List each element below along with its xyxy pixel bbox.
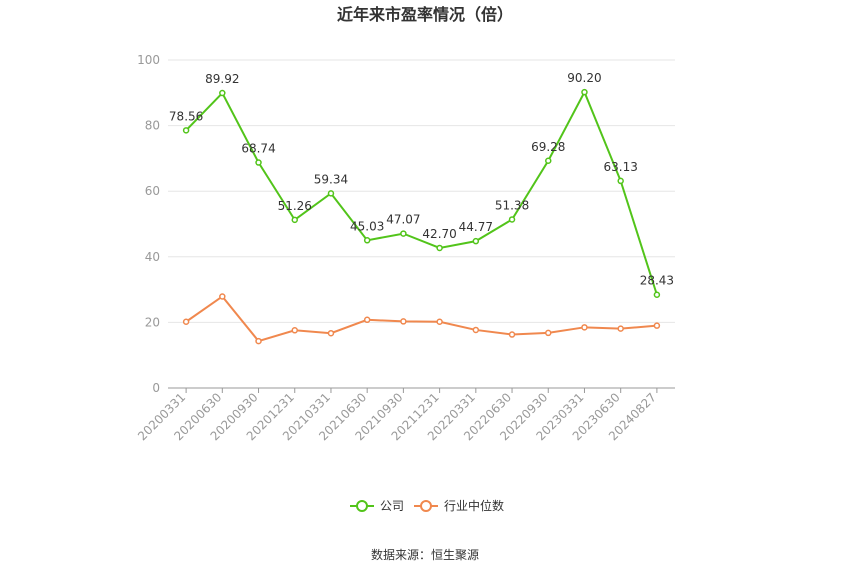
data-point[interactable] — [472, 237, 480, 245]
data-point[interactable] — [182, 127, 190, 134]
data-point[interactable] — [436, 318, 443, 325]
data-point[interactable] — [653, 291, 661, 298]
x-axis-ticks: 2020033120200630202009302020123120210331… — [135, 388, 659, 443]
data-point[interactable] — [653, 322, 661, 329]
data-point[interactable] — [508, 331, 516, 338]
legend-swatch-marker — [356, 500, 368, 512]
data-point[interactable] — [545, 157, 552, 165]
legend-swatch-marker — [420, 500, 432, 512]
data-point[interactable] — [472, 326, 480, 334]
legend-item[interactable]: 行业中位数 — [414, 498, 504, 513]
legend[interactable]: 公司 行业中位数 — [350, 498, 504, 513]
y-tick-label: 100 — [137, 53, 160, 67]
source-note: 数据来源：恒生聚源 — [371, 547, 479, 562]
data-label: 28.43 — [640, 274, 674, 288]
data-point[interactable] — [219, 89, 226, 97]
data-label: 90.20 — [567, 71, 601, 85]
data-label: 78.56 — [169, 109, 203, 123]
y-tick-label: 40 — [145, 250, 160, 264]
data-label: 47.07 — [386, 213, 420, 227]
data-point[interactable] — [363, 316, 371, 324]
gridlines — [168, 59, 675, 323]
data-point[interactable] — [581, 88, 588, 96]
data-point[interactable] — [400, 318, 407, 325]
legend-label: 公司 — [380, 499, 404, 513]
data-point[interactable] — [400, 230, 407, 237]
data-label: 69.28 — [531, 140, 565, 154]
data-point[interactable] — [617, 177, 624, 185]
data-point[interactable] — [255, 159, 262, 166]
data-point[interactable] — [545, 329, 552, 337]
data-point[interactable] — [617, 325, 624, 332]
y-tick-label: 80 — [145, 119, 160, 133]
data-label: 59.34 — [314, 172, 348, 186]
data-label: 42.70 — [422, 227, 456, 241]
data-label: 68.74 — [241, 142, 275, 156]
data-point[interactable] — [255, 337, 262, 345]
y-tick-label: 60 — [145, 184, 160, 198]
data-point[interactable] — [291, 216, 298, 224]
data-point[interactable] — [327, 190, 335, 197]
data-label: 89.92 — [205, 72, 239, 86]
data-label: 45.03 — [350, 219, 384, 233]
data-label: 51.26 — [278, 199, 312, 213]
data-point[interactable] — [436, 244, 443, 252]
data-label: 63.13 — [603, 160, 637, 174]
legend-label: 行业中位数 — [444, 498, 504, 513]
y-tick-label: 20 — [145, 315, 160, 329]
series-行业中位数 — [182, 293, 661, 345]
y-axis-ticks: 0 20 40 60 80 100 — [137, 53, 160, 395]
data-point[interactable] — [219, 293, 226, 300]
data-point[interactable] — [327, 329, 335, 337]
y-tick-label: 0 — [152, 381, 160, 395]
data-label: 44.77 — [459, 220, 493, 234]
series-line — [185, 295, 657, 343]
chart-title: 近年来市盈率情况（倍） — [337, 5, 513, 24]
data-point[interactable] — [182, 318, 190, 325]
data-point[interactable] — [581, 324, 588, 331]
data-point[interactable] — [291, 327, 298, 334]
legend-item[interactable]: 公司 — [350, 499, 404, 513]
data-point[interactable] — [363, 237, 371, 244]
series-line — [185, 89, 658, 296]
data-point[interactable] — [508, 216, 516, 223]
data-label: 51.38 — [495, 198, 529, 212]
